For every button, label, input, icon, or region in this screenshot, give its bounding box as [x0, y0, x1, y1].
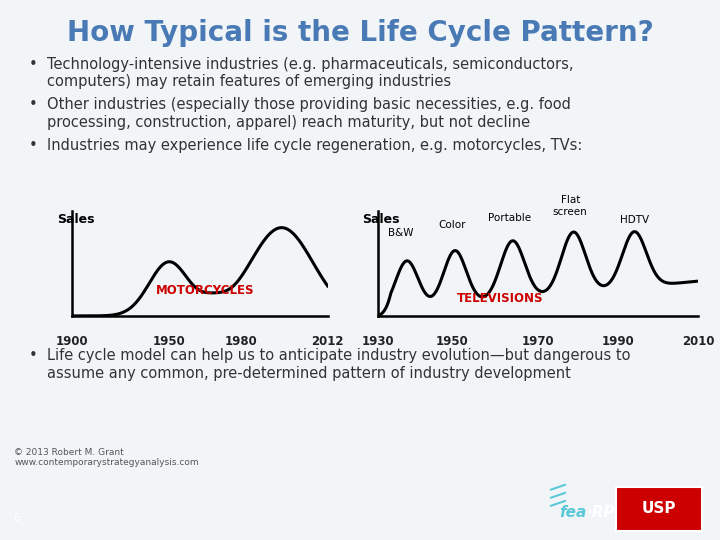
Text: 1950: 1950	[153, 335, 186, 348]
Text: •: •	[29, 57, 37, 72]
Text: Flat
screen: Flat screen	[553, 195, 588, 217]
Text: TELEVISIONS: TELEVISIONS	[456, 292, 543, 306]
Text: 1990: 1990	[602, 335, 634, 348]
Text: •: •	[29, 138, 37, 153]
Text: fea: fea	[559, 504, 587, 519]
Text: B&W: B&W	[387, 228, 413, 238]
Text: 1970: 1970	[522, 335, 554, 348]
Text: Industries may experience life cycle regeneration, e.g. motorcycles, TVs:: Industries may experience life cycle reg…	[47, 138, 582, 153]
FancyBboxPatch shape	[616, 487, 702, 531]
Text: Color: Color	[438, 220, 465, 229]
Text: 1980: 1980	[225, 335, 257, 348]
Text: © 2013 Robert M. Grant
www.contemporarystrategyanalysis.com: © 2013 Robert M. Grant www.contemporarys…	[14, 448, 199, 467]
Text: 2010: 2010	[682, 335, 715, 348]
Text: ·RP: ·RP	[587, 504, 616, 519]
Text: MOTORCYCLES: MOTORCYCLES	[156, 284, 254, 297]
Text: HDTV: HDTV	[620, 215, 649, 225]
Text: Portable: Portable	[488, 213, 531, 223]
Text: 6: 6	[13, 513, 20, 523]
Text: USP: USP	[642, 502, 676, 516]
Text: Sales: Sales	[57, 213, 94, 226]
Text: Technology-intensive industries (e.g. pharmaceuticals, semiconductors,
computers: Technology-intensive industries (e.g. ph…	[47, 57, 573, 89]
Text: 1900: 1900	[55, 335, 89, 348]
Text: 2012: 2012	[311, 335, 344, 348]
Text: •: •	[29, 348, 37, 363]
Text: 1950: 1950	[436, 335, 468, 348]
Text: Other industries (especially those providing basic necessities, e.g. food
proces: Other industries (especially those provi…	[47, 97, 571, 130]
Text: 1930: 1930	[361, 335, 395, 348]
Text: Sales: Sales	[362, 213, 400, 226]
Text: Life cycle model can help us to anticipate industry evolution—but dangerous to
a: Life cycle model can help us to anticipa…	[47, 348, 630, 381]
Text: How Typical is the Life Cycle Pattern?: How Typical is the Life Cycle Pattern?	[67, 19, 653, 47]
Text: •: •	[29, 97, 37, 112]
